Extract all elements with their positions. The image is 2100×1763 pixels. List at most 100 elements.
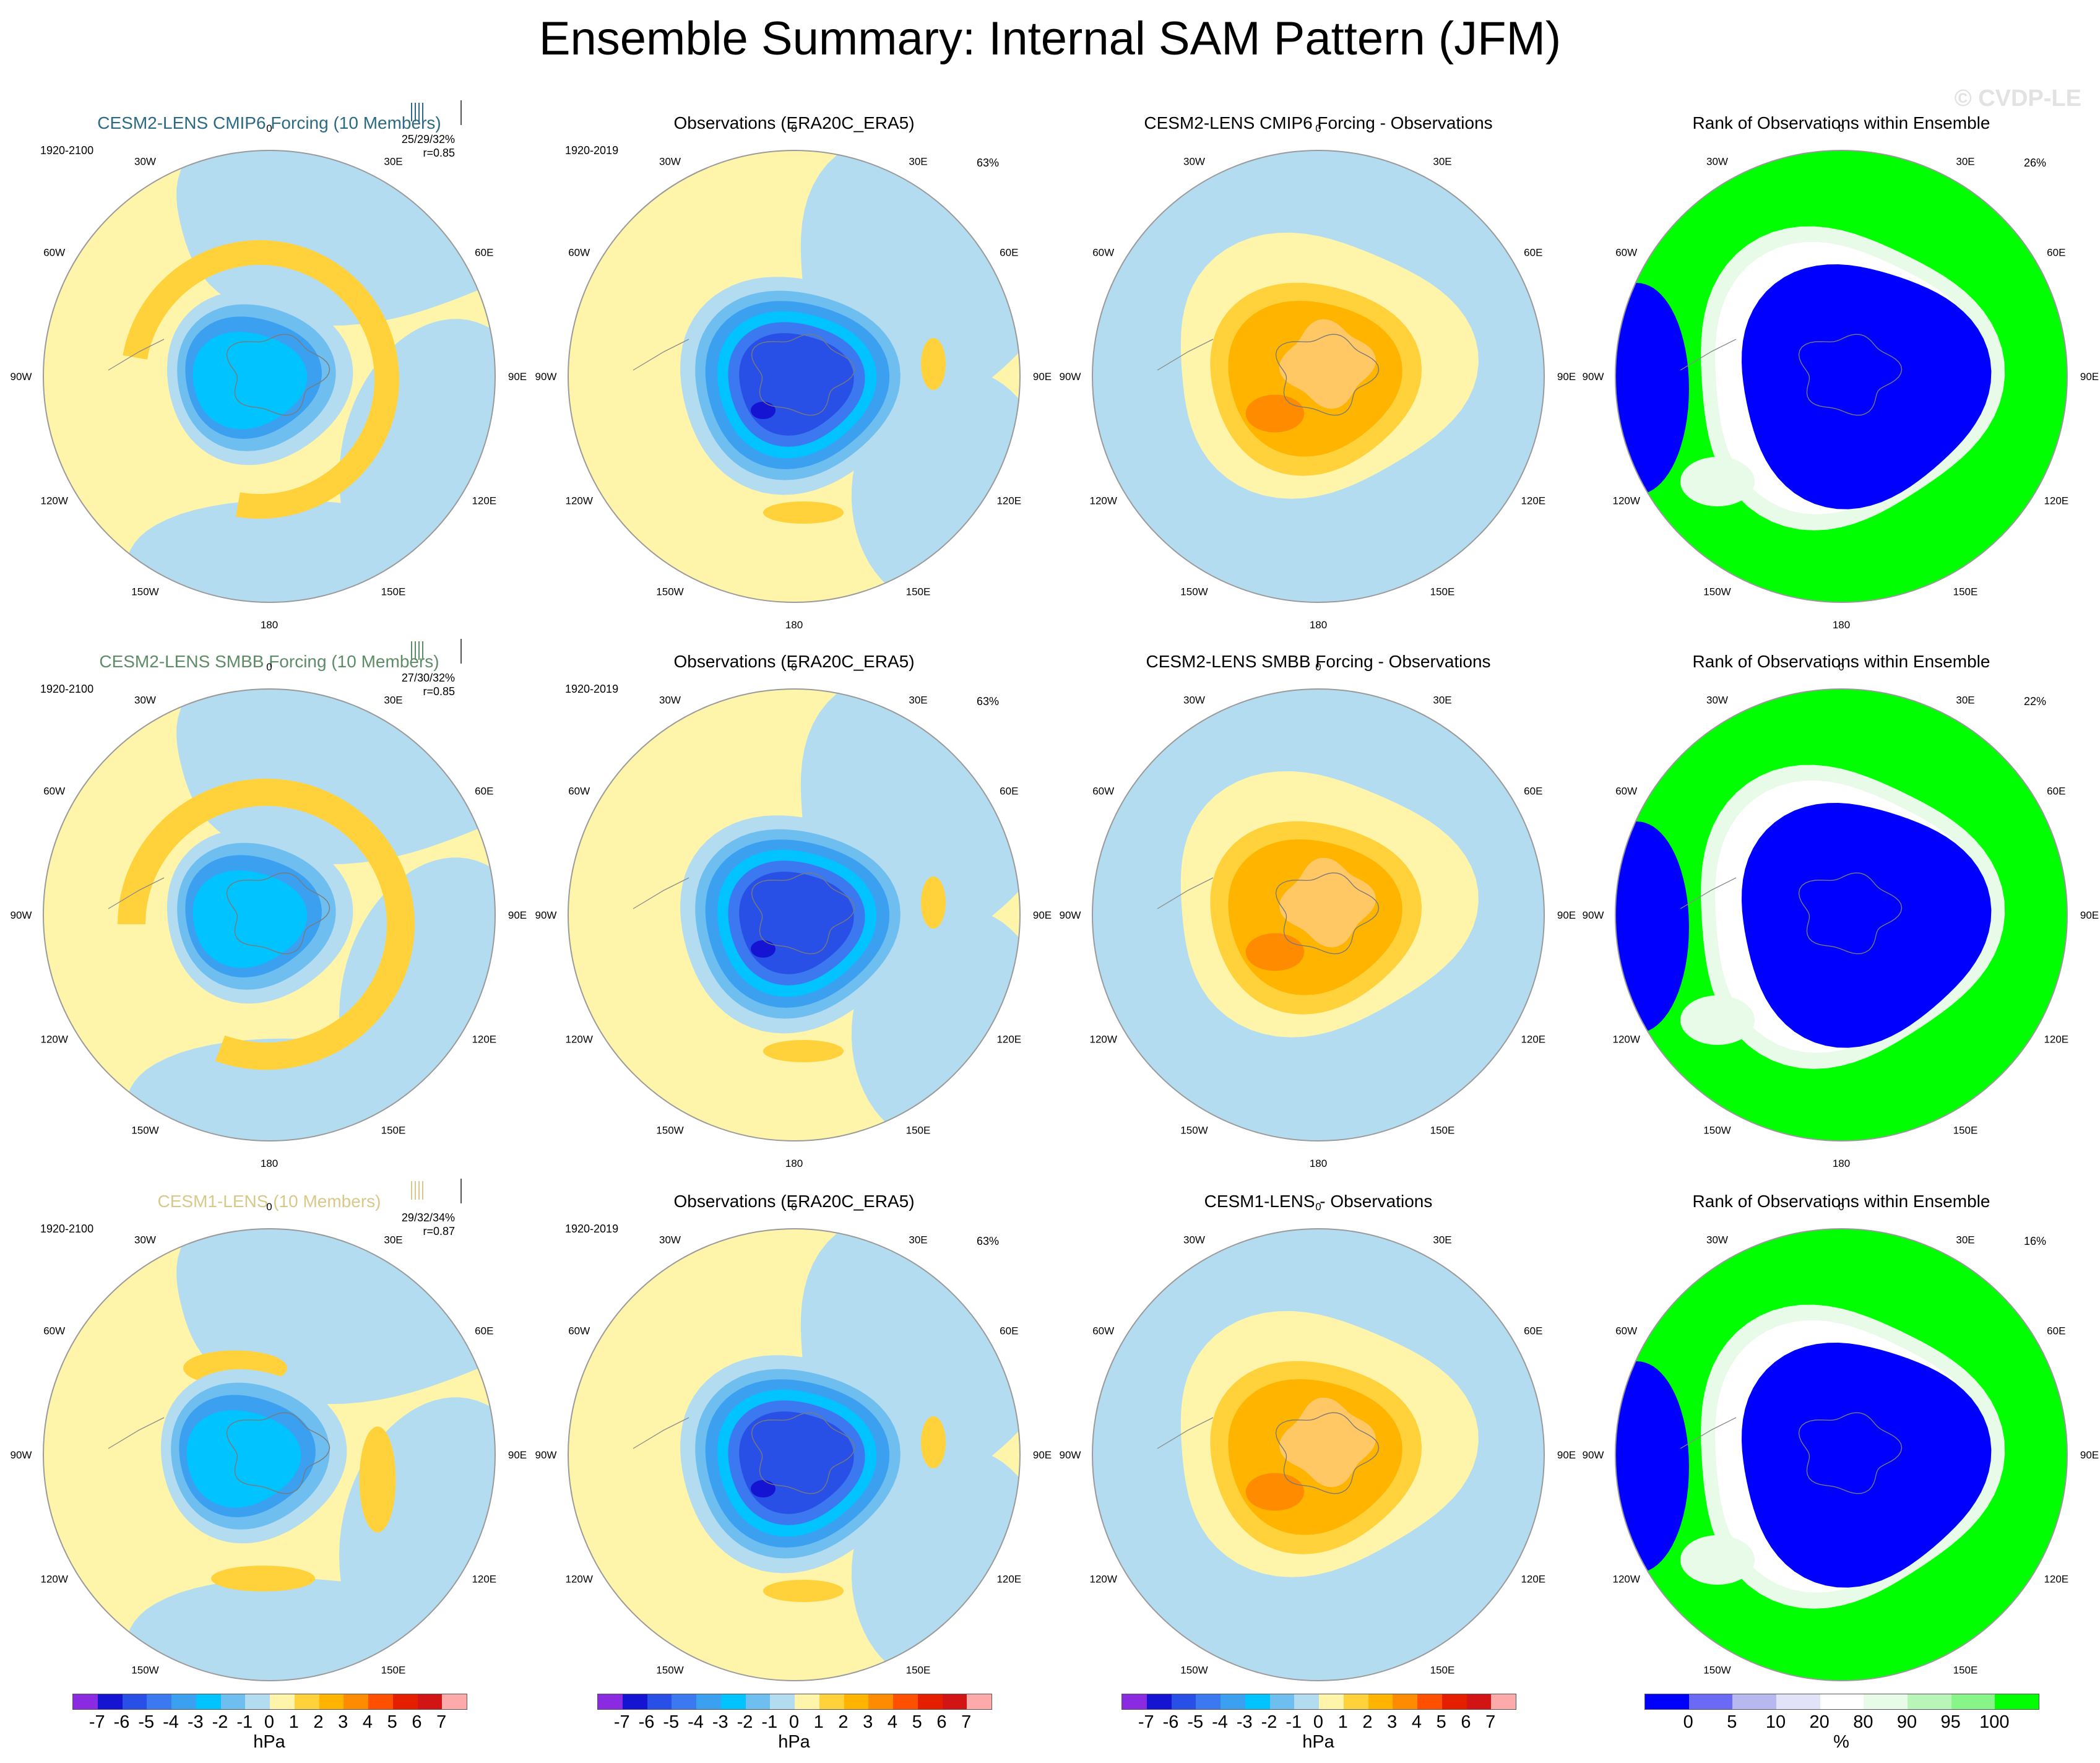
- longitude-label: 30E: [1433, 695, 1451, 706]
- longitude-label: 90W: [1060, 909, 1081, 921]
- rank-low: [1742, 1343, 1992, 1588]
- longitude-label: 150E: [1430, 1124, 1455, 1136]
- longitude-label: 90E: [508, 371, 527, 383]
- negative-level-7: [751, 402, 776, 419]
- longitude-label: 90W: [11, 909, 32, 921]
- peninsula-coastline: [1680, 339, 1737, 371]
- longitude-label: 120W: [40, 1574, 67, 1585]
- spread-glyph: [411, 1179, 462, 1203]
- longitude-label: 120E: [472, 1574, 496, 1585]
- colorbar-tick: -5: [138, 1712, 155, 1732]
- longitude-label: 120E: [1521, 1034, 1545, 1046]
- diff-title: CESM2-LENS SMBB Forcing - Observations: [1146, 652, 1491, 671]
- longitude-label: 150E: [1953, 586, 1978, 597]
- map-border: [568, 688, 1021, 1141]
- colorbar-tick: 1: [1337, 1712, 1348, 1732]
- map-border: [568, 150, 1021, 603]
- longitude-label: 60W: [1092, 786, 1114, 797]
- rank-low: [1742, 264, 1992, 509]
- peninsula-coastline: [1157, 339, 1214, 371]
- rank-map-2: 0 30E 60E 90E 120E 150E 180 150W 120W 90W 60W 30W: [1583, 661, 2099, 1169]
- peninsula-coastline: [1680, 877, 1737, 909]
- period-label: 1920-2100: [40, 1223, 94, 1235]
- longitude-label: 120E: [996, 1034, 1021, 1046]
- colorbar-swatch: [942, 1694, 967, 1709]
- colorbar-boxes: [1121, 1694, 1516, 1710]
- longitude-label: 120W: [1089, 495, 1117, 507]
- longitude-label: 30E: [1433, 1234, 1451, 1246]
- longitude-label: 90E: [1557, 1449, 1576, 1461]
- colorbar-unit: hPa: [253, 1732, 285, 1752]
- longitude-label: 30E: [1433, 156, 1451, 168]
- rank-percent: 16%: [2024, 1235, 2047, 1247]
- map-border: [1615, 1228, 2068, 1681]
- antarctica-coastline: [226, 872, 331, 955]
- longitude-label: 60E: [1000, 786, 1018, 797]
- longitude-label: 90W: [535, 371, 557, 383]
- colorbar-unit: hPa: [778, 1732, 810, 1752]
- longitude-label: 150E: [906, 1664, 931, 1676]
- map-field: [568, 689, 1020, 1141]
- colorbar-swatch: [1122, 1694, 1147, 1709]
- longitude-label: 30W: [1706, 695, 1728, 706]
- colorbar-tick: 1: [288, 1712, 299, 1732]
- variance-stats: 27/30/32%: [401, 672, 455, 684]
- longitude-label: 180: [261, 619, 278, 631]
- colorbar-tick: -7: [89, 1712, 105, 1732]
- longitude-label: 90E: [1033, 1449, 1052, 1461]
- longitude-label: 90E: [1033, 909, 1052, 921]
- colorbar-swatch: [893, 1694, 918, 1709]
- positive-patch-south: [763, 501, 844, 524]
- longitude-label: 60E: [1000, 247, 1018, 259]
- longitude-label: 90W: [1060, 371, 1081, 383]
- longitude-label: 60W: [568, 786, 590, 797]
- longitude-label: 120E: [2044, 1034, 2068, 1046]
- colorbar-tick: 0: [264, 1712, 275, 1732]
- longitude-label: 180: [1310, 619, 1327, 631]
- colorbar-tick: 90: [1896, 1712, 1917, 1732]
- longitude-label: 180: [261, 1158, 278, 1169]
- colorbar-swatch: [795, 1694, 819, 1709]
- map-border: [1092, 150, 1545, 603]
- colorbar-swatch: [672, 1694, 696, 1709]
- colorbar-tick: 0: [789, 1712, 800, 1732]
- pattern-correlation: r=0.85: [423, 685, 455, 698]
- colorbar-swatch: [696, 1694, 721, 1709]
- longitude-label: 60E: [1524, 247, 1542, 259]
- colorbar-tick: 3: [863, 1712, 873, 1732]
- colorbar-tick: 80: [1853, 1712, 1873, 1732]
- longitude-label: 30E: [384, 1234, 402, 1246]
- longitude-label: 120W: [1612, 495, 1640, 507]
- colorbar-tick: 4: [362, 1712, 373, 1732]
- map-border: [1615, 150, 2068, 603]
- longitude-label: 180: [785, 619, 803, 631]
- colorbar-swatch: [344, 1694, 368, 1709]
- antarctica-coastline: [1275, 334, 1380, 416]
- variance-percent: 63%: [977, 157, 1000, 169]
- longitude-label: 120W: [40, 1034, 67, 1046]
- spread-glyph: [411, 100, 462, 125]
- colorbar-swatch: [73, 1694, 98, 1709]
- longitude-label: 60E: [1000, 1325, 1018, 1337]
- positive-patch-east: [921, 338, 946, 390]
- model-title: CESM2-LENS SMBB Forcing (10 Members): [99, 652, 439, 671]
- antarctica-coastline: [751, 872, 855, 955]
- rank-low-west: [1615, 283, 1689, 495]
- map-border: [43, 150, 496, 603]
- negative-region-south: [126, 1038, 495, 1141]
- longitude-label: 150W: [1180, 586, 1208, 597]
- longitude-label: 30E: [909, 156, 927, 168]
- longitude-label: 90E: [508, 1449, 527, 1461]
- colorbar-tick: 5: [1436, 1712, 1446, 1732]
- colorbar-tick: -6: [638, 1712, 655, 1732]
- longitude-label: 90E: [508, 909, 527, 921]
- longitude-label: 30W: [134, 695, 156, 706]
- longitude-label: 30W: [659, 695, 681, 706]
- map-field: [1092, 150, 1544, 602]
- longitude-label: 90W: [1583, 909, 1604, 921]
- rank-low-west: [1615, 821, 1689, 1033]
- colorbar-tick: -2: [737, 1712, 753, 1732]
- positive-patch-south: [763, 1040, 844, 1062]
- colorbar-tick: 6: [936, 1712, 947, 1732]
